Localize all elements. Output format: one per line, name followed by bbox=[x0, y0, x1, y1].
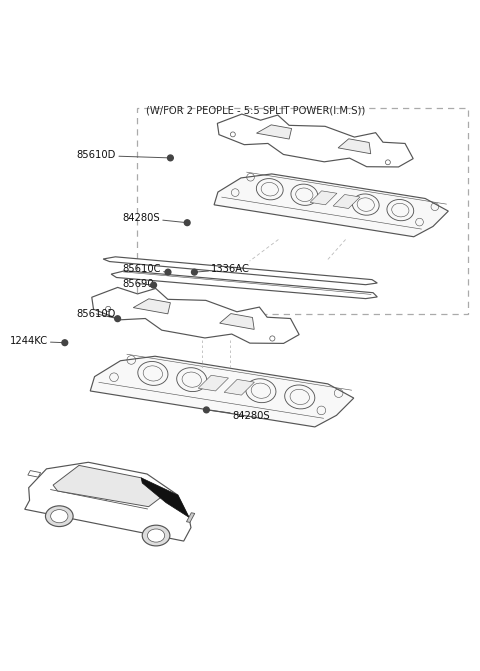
Polygon shape bbox=[214, 174, 448, 237]
Ellipse shape bbox=[46, 506, 73, 527]
Polygon shape bbox=[198, 375, 228, 391]
Text: 85610D: 85610D bbox=[77, 150, 170, 160]
Ellipse shape bbox=[142, 525, 170, 546]
Polygon shape bbox=[220, 313, 254, 329]
Circle shape bbox=[204, 407, 209, 413]
Text: 84280S: 84280S bbox=[122, 213, 187, 223]
Circle shape bbox=[115, 316, 120, 321]
Polygon shape bbox=[186, 513, 195, 523]
Circle shape bbox=[192, 269, 197, 275]
Ellipse shape bbox=[51, 510, 68, 523]
Circle shape bbox=[184, 220, 190, 225]
Polygon shape bbox=[141, 478, 189, 517]
Polygon shape bbox=[333, 195, 360, 209]
Text: 1244KC: 1244KC bbox=[10, 336, 65, 346]
Circle shape bbox=[168, 155, 173, 161]
Text: 85690: 85690 bbox=[122, 278, 154, 289]
Polygon shape bbox=[338, 139, 371, 154]
Circle shape bbox=[165, 269, 171, 275]
Polygon shape bbox=[133, 299, 170, 314]
Polygon shape bbox=[217, 114, 413, 167]
Polygon shape bbox=[103, 257, 377, 285]
Polygon shape bbox=[28, 470, 41, 477]
Text: 1336AC: 1336AC bbox=[194, 264, 250, 274]
Text: 84280S: 84280S bbox=[206, 410, 270, 421]
Circle shape bbox=[151, 282, 156, 288]
Polygon shape bbox=[92, 287, 299, 344]
Polygon shape bbox=[224, 379, 254, 395]
Polygon shape bbox=[90, 356, 354, 427]
Polygon shape bbox=[256, 125, 292, 139]
Polygon shape bbox=[310, 191, 337, 205]
Polygon shape bbox=[111, 270, 377, 299]
Polygon shape bbox=[53, 466, 162, 507]
Text: 85610D: 85610D bbox=[77, 309, 118, 319]
Ellipse shape bbox=[147, 529, 165, 542]
Text: 85610C: 85610C bbox=[122, 264, 168, 274]
Circle shape bbox=[62, 340, 68, 346]
Text: (W/FOR 2 PEOPLE - 5:5 SPLIT POWER(I.M.S)): (W/FOR 2 PEOPLE - 5:5 SPLIT POWER(I.M.S)… bbox=[146, 106, 366, 115]
Polygon shape bbox=[25, 462, 191, 541]
